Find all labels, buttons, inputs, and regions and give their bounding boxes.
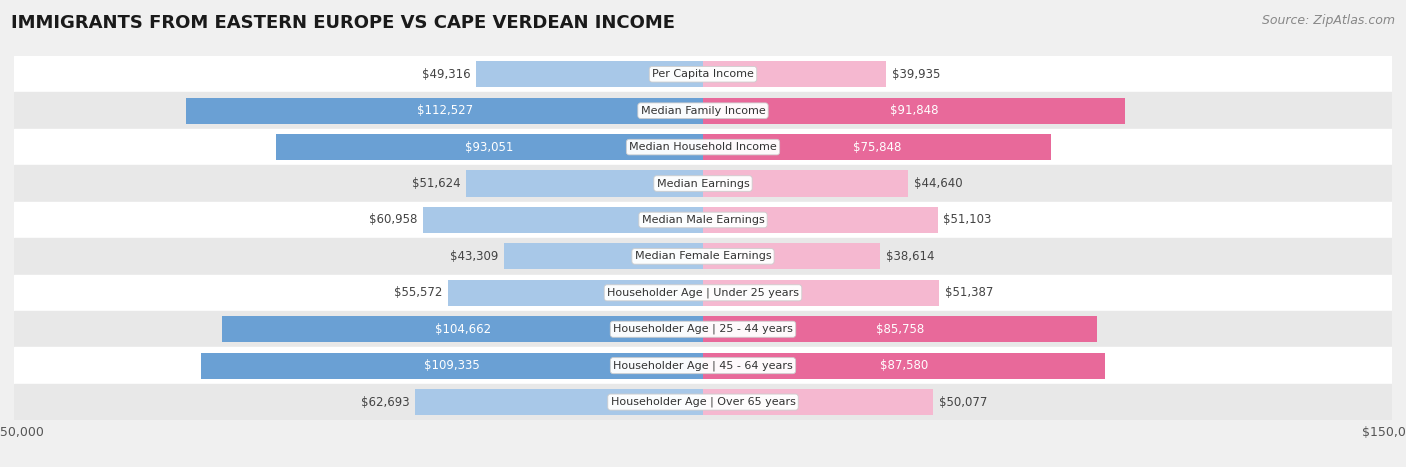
Text: $55,572: $55,572 [394,286,443,299]
Bar [703,98,1125,124]
Bar [423,207,703,233]
Text: Householder Age | Over 65 years: Householder Age | Over 65 years [610,397,796,407]
Bar [14,238,1392,275]
Bar [703,389,934,415]
Bar [222,316,703,342]
Text: $109,335: $109,335 [425,359,479,372]
Text: $50,077: $50,077 [939,396,987,409]
Bar [14,129,1392,165]
Text: $51,624: $51,624 [412,177,460,190]
Text: $44,640: $44,640 [914,177,962,190]
Text: $93,051: $93,051 [465,141,513,154]
Text: Householder Age | Under 25 years: Householder Age | Under 25 years [607,288,799,298]
Bar [703,61,886,87]
Bar [415,389,703,415]
Text: Median Earnings: Median Earnings [657,178,749,189]
Text: Median Male Earnings: Median Male Earnings [641,215,765,225]
Bar [703,280,939,306]
Bar [703,170,908,197]
Bar [703,207,938,233]
Text: $51,387: $51,387 [945,286,993,299]
Text: $43,309: $43,309 [450,250,499,263]
Bar [14,92,1392,129]
Text: Per Capita Income: Per Capita Income [652,69,754,79]
Bar [477,61,703,87]
Text: $85,758: $85,758 [876,323,924,336]
Text: $51,103: $51,103 [943,213,991,226]
Text: $112,527: $112,527 [416,104,472,117]
Text: $62,693: $62,693 [361,396,409,409]
Bar [14,311,1392,347]
Text: IMMIGRANTS FROM EASTERN EUROPE VS CAPE VERDEAN INCOME: IMMIGRANTS FROM EASTERN EUROPE VS CAPE V… [11,14,675,32]
Text: Median Family Income: Median Family Income [641,106,765,116]
Bar [14,384,1392,420]
Bar [703,353,1105,379]
Text: $60,958: $60,958 [370,213,418,226]
Text: Householder Age | 25 - 44 years: Householder Age | 25 - 44 years [613,324,793,334]
Text: $49,316: $49,316 [422,68,471,81]
Bar [201,353,703,379]
Bar [447,280,703,306]
Text: $75,848: $75,848 [853,141,901,154]
Bar [186,98,703,124]
Bar [14,56,1392,92]
Text: $38,614: $38,614 [886,250,935,263]
Text: Householder Age | 45 - 64 years: Householder Age | 45 - 64 years [613,361,793,371]
Text: $87,580: $87,580 [880,359,928,372]
Bar [703,134,1052,160]
Bar [703,316,1097,342]
Text: $91,848: $91,848 [890,104,938,117]
Bar [703,243,880,269]
Bar [14,202,1392,238]
Text: Median Household Income: Median Household Income [628,142,778,152]
Bar [465,170,703,197]
Text: Median Female Earnings: Median Female Earnings [634,251,772,262]
Bar [14,165,1392,202]
Bar [276,134,703,160]
Text: $39,935: $39,935 [891,68,941,81]
Bar [14,275,1392,311]
Text: $104,662: $104,662 [434,323,491,336]
Text: Source: ZipAtlas.com: Source: ZipAtlas.com [1261,14,1395,27]
Bar [14,347,1392,384]
Bar [505,243,703,269]
